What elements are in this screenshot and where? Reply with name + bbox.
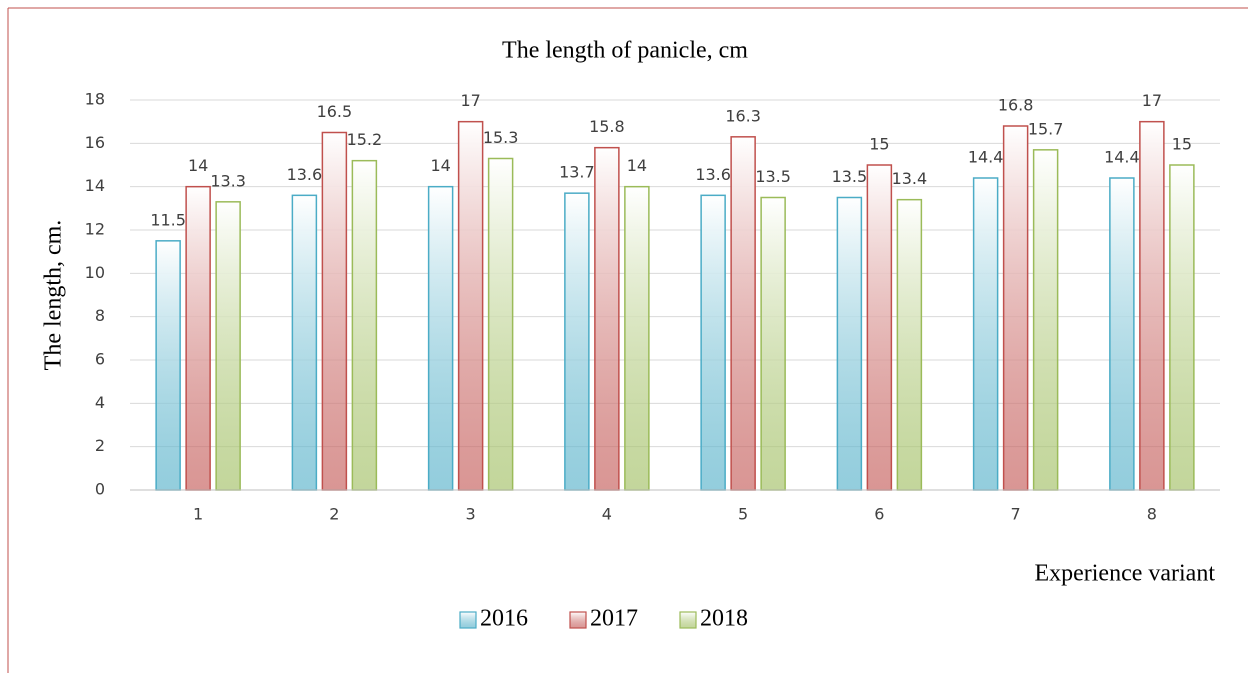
data-label: 15.8: [589, 117, 625, 136]
x-tick-label: 5: [738, 505, 748, 524]
y-tick-label: 12: [85, 220, 105, 239]
bar: [487, 157, 514, 491]
x-tick-label: 4: [602, 505, 612, 524]
x-tick-label: 1: [193, 505, 203, 524]
data-label: 15.3: [483, 128, 519, 147]
x-tick-label: 8: [1147, 505, 1157, 524]
data-label: 14.4: [968, 148, 1004, 167]
bar: [457, 120, 484, 491]
y-tick-label: 8: [95, 306, 105, 325]
bar: [1002, 125, 1029, 491]
data-label: 15: [1172, 135, 1192, 154]
bar: [185, 185, 211, 491]
data-label: 17: [460, 91, 480, 110]
legend-swatch: [459, 611, 477, 629]
bar: [594, 146, 620, 491]
y-tick-label: 6: [95, 350, 105, 369]
bar: [1139, 120, 1165, 491]
data-label: 13.6: [287, 165, 323, 184]
bar: [866, 164, 893, 491]
data-label: 17: [1142, 91, 1162, 110]
bar: [351, 159, 378, 491]
bar: [1169, 164, 1195, 491]
bar: [624, 185, 650, 491]
data-label: 15.7: [1028, 119, 1064, 138]
legend-swatch: [569, 611, 587, 629]
bar: [730, 136, 756, 491]
x-tick-label: 2: [329, 505, 339, 524]
x-axis-label: Experience variant: [1034, 561, 1215, 587]
legend-label: 2018: [700, 606, 748, 632]
x-tick-label: 6: [874, 505, 884, 524]
data-label: 13.6: [695, 165, 731, 184]
bar: [291, 194, 318, 491]
data-label: 14.4: [1104, 148, 1140, 167]
data-label: 16.8: [998, 96, 1034, 115]
y-tick-label: 2: [95, 436, 105, 455]
y-axis-label: The length, cm.: [41, 220, 67, 371]
data-label: 13.3: [210, 171, 246, 190]
x-tick-label: 7: [1011, 505, 1021, 524]
data-label: 13.4: [892, 169, 928, 188]
y-tick-label: 14: [85, 176, 105, 195]
bar: [215, 201, 241, 491]
y-tick-label: 4: [95, 393, 105, 412]
data-label: 14: [627, 156, 647, 175]
y-tick-label: 0: [95, 480, 105, 499]
bar: [1109, 177, 1135, 491]
bar: [155, 240, 181, 491]
data-label: 14: [188, 156, 208, 175]
bar: [427, 185, 454, 491]
bar: [700, 194, 726, 491]
data-label: 15: [869, 135, 889, 154]
data-label: 13.7: [559, 163, 595, 182]
bar: [564, 192, 590, 491]
y-tick-label: 16: [85, 133, 105, 152]
bar: [896, 198, 923, 491]
bar: [972, 177, 999, 491]
data-label: 14: [430, 156, 450, 175]
bar: [760, 196, 786, 491]
data-label: 13.5: [755, 167, 791, 186]
data-label: 15.2: [347, 130, 383, 149]
y-tick-label: 10: [85, 263, 105, 282]
legend-swatch: [679, 611, 697, 629]
data-label: 11.5: [150, 210, 186, 229]
bar: [836, 196, 863, 491]
chart-title: The length of panicle, cm: [502, 38, 748, 64]
legend-label: 2016: [480, 606, 528, 632]
data-label: 13.5: [832, 167, 868, 186]
data-label: 16.5: [317, 102, 353, 121]
legend-label: 2017: [590, 606, 638, 632]
bar: [1032, 149, 1059, 491]
bar: [321, 131, 348, 491]
data-label: 16.3: [725, 106, 761, 125]
x-tick-label: 3: [466, 505, 476, 524]
y-tick-label: 18: [85, 90, 105, 109]
